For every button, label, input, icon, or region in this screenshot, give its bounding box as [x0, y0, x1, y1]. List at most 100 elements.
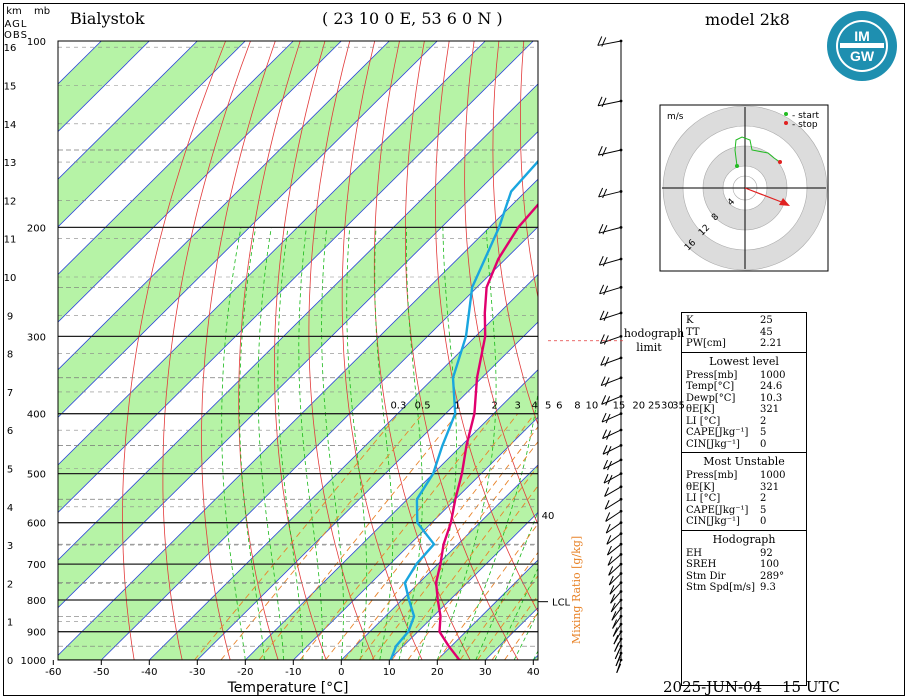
stats-value: 10.3 [760, 392, 783, 404]
wind-barb-flag [604, 500, 610, 510]
stats-row: CAPE[Jkg⁻¹] 5 [686, 505, 802, 517]
moist-adiabat [221, 227, 246, 660]
wind-barb [600, 335, 622, 344]
wind-barb-flag [601, 97, 607, 107]
wind-barb-dot [619, 99, 623, 103]
stats-value: 2 [760, 415, 767, 427]
stats-value: 25 [760, 315, 773, 326]
isotherm-line [58, 41, 246, 228]
x-tick-label: -20 [237, 667, 253, 678]
wind-barb-dot [619, 614, 623, 618]
legend-start-label: - start [792, 111, 820, 121]
mixing-ratio-line [459, 551, 538, 660]
km-tick-label: 16 [4, 43, 17, 54]
stats-value: 45 [760, 326, 773, 338]
isotherm-line [58, 41, 294, 275]
stats-hodograph: Hodograph EH 92 SREH 100 Stm Dir 289° Stm Spd[m… [682, 531, 806, 596]
wind-barb [603, 473, 622, 484]
wind-barb [601, 413, 622, 423]
wind-barb-flag [603, 473, 609, 484]
wind-barb-flag [598, 187, 604, 198]
stats-row: Press[mb] 1000 [686, 370, 802, 382]
wind-barb-flag [602, 445, 608, 455]
stats-value: 5 [760, 427, 767, 438]
wind-barb-flag [610, 594, 616, 604]
wind-barb-flag [601, 146, 607, 157]
plot-border [57, 40, 539, 661]
moist-adiabat [321, 227, 344, 660]
dry-adiabat [492, 41, 538, 426]
hodograph-limit-label: limit [636, 341, 662, 354]
stats-key: TT [686, 326, 700, 338]
wind-barb-dot [619, 606, 623, 610]
wind-barb-flag [605, 512, 611, 522]
km-tick-label: 11 [4, 235, 17, 246]
wind-barb-flag [605, 413, 611, 424]
isotherm-line [58, 41, 390, 371]
km-tick-label: 2 [7, 579, 13, 590]
stats-indices: K 25 TT 45 PW[cm] 2.21 [682, 313, 806, 353]
stats-row: EH 92 [686, 548, 802, 560]
pressure-tick-label: 900 [27, 628, 46, 639]
wind-barb-dot [619, 485, 623, 489]
stats-key: K [686, 315, 694, 326]
stats-row: CAPE[Jkg⁻¹] 5 [686, 427, 802, 439]
wind-barb [608, 563, 622, 576]
stats-value: 100 [760, 559, 780, 570]
wind-barb-dot [619, 581, 623, 585]
pressure-tick-label: 100 [27, 37, 46, 48]
plot-area [0, 41, 538, 660]
stats-value: 1000 [760, 470, 786, 481]
wind-barb-dot [619, 630, 623, 634]
wind-barb [604, 498, 622, 510]
wind-barb-flag [612, 627, 618, 637]
wind-barb-flag [600, 376, 606, 386]
wind-barb-flag [611, 611, 617, 621]
stats-value: 321 [760, 481, 780, 493]
wind-barb-flag [604, 357, 610, 367]
stats-row: θE[K] 321 [686, 404, 802, 416]
km-tick-label: 9 [7, 311, 13, 322]
imgw-logo: IM GW [827, 11, 897, 81]
wind-barb-flag [604, 377, 610, 387]
moist-adiabat [374, 227, 394, 660]
mixing-ratio-line [194, 413, 399, 660]
moist-adiabat [398, 227, 423, 660]
chart-frame [3, 3, 905, 696]
wind-barb [608, 573, 622, 586]
mixing-ratio-title: Mixing Ratio [g/kg] [570, 536, 583, 644]
wind-barb [609, 582, 622, 595]
stats-value: 0 [760, 516, 767, 527]
wind-barb-flag [597, 96, 603, 106]
isotherm-line [58, 83, 538, 561]
km-tick-label: 1 [7, 618, 13, 629]
wind-barb-dot [619, 552, 623, 556]
wind-barb [600, 357, 622, 366]
wind-barb-dot [619, 225, 623, 229]
stats-key: PW[cm] [686, 338, 726, 349]
wind-barb-dot [619, 334, 623, 338]
mixing-ratio-label: 5 [545, 401, 551, 412]
isotherm-line [0, 41, 5, 660]
wind-barb-flag [598, 255, 604, 266]
pressure-tick-label: 600 [27, 519, 46, 530]
station-name: Bialystok [70, 9, 145, 28]
hodograph-ring-label: 4 [726, 197, 737, 208]
mixing-ratio-line [299, 413, 496, 660]
wind-barb-flag [603, 311, 609, 321]
isotherm-line [245, 369, 538, 660]
stats-key: θE[K] [686, 481, 715, 493]
mixing-ratio-line [325, 413, 519, 660]
stats-key: Temp[°C] [686, 381, 735, 392]
x-tick-label: -60 [45, 667, 61, 678]
wind-barb-dot [619, 257, 623, 261]
stats-lowest-level: Lowest level Press[mb] 1000 Temp[°C] 24.6 Dew… [682, 353, 806, 453]
wind-barb-flag [608, 575, 614, 586]
stats-key: EH [686, 547, 703, 559]
pressure-tick-label: 800 [27, 596, 46, 607]
x-axis-title: Temperature [°C] [227, 680, 349, 696]
hodograph-trace [734, 136, 781, 167]
mixing-ratio-label: 1 [454, 401, 460, 412]
x-tick-label: 40 [527, 667, 540, 678]
mixing-ratio-label: 20 [632, 401, 645, 412]
